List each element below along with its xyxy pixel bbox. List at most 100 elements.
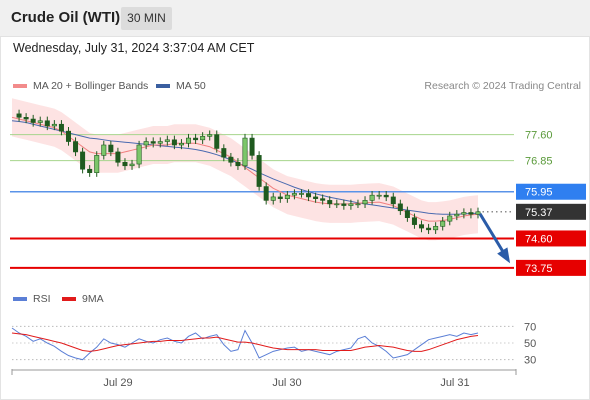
level-label-75.95: 75.95 (525, 187, 553, 199)
candle-up (101, 144, 107, 156)
candle-down (30, 118, 36, 123)
candle-down (235, 162, 241, 167)
candle-down (23, 117, 29, 120)
candle-up (440, 220, 446, 227)
ma50-label: MA 50 (176, 80, 206, 92)
legend-9ma: 9MA (62, 293, 104, 305)
candle-up (143, 141, 149, 146)
candle-down (249, 137, 255, 156)
candle-down (171, 139, 177, 146)
candle-up (362, 200, 368, 205)
candle-up (376, 194, 382, 197)
rsi-9ma-line (11, 332, 479, 352)
candle-up (164, 139, 170, 142)
level-tag-74.60 (516, 230, 586, 247)
candle-down (115, 151, 121, 163)
copyright-text: Research © 2024 Trading Central (424, 80, 581, 92)
candle-up (200, 136, 206, 141)
candle-down (58, 123, 64, 132)
rsi-label: RSI (33, 293, 51, 305)
candle-down (306, 193, 312, 198)
x-tick-label: Jul 31 (440, 377, 469, 389)
candle-down (65, 130, 71, 142)
candle-down (214, 134, 220, 149)
candle-down (122, 162, 128, 167)
ma50-swatch (156, 84, 170, 88)
level-tag-75.37 (516, 203, 586, 220)
candle-up (433, 226, 439, 231)
level-label-75.37: 75.37 (525, 207, 553, 219)
candle-down (221, 148, 227, 158)
candle-up (186, 137, 192, 144)
level-label-77.60: 77.60 (525, 130, 553, 142)
candle-up (461, 212, 467, 215)
rsi-swatch (13, 297, 27, 301)
candle-up (334, 203, 340, 206)
candle-down (341, 203, 347, 206)
level-tag-73.75 (516, 259, 586, 276)
candle-up (284, 194, 290, 199)
candle-up (447, 215, 453, 222)
candle-down (256, 155, 262, 187)
candle-up (355, 203, 361, 206)
candle-down (390, 196, 396, 205)
candle-down (228, 156, 234, 163)
legend-rsi: RSI (13, 293, 51, 305)
candle-up (94, 155, 100, 173)
candle-down (108, 144, 114, 153)
rsi-tick-50: 50 (524, 338, 536, 350)
candle-up (454, 213, 460, 217)
candle-down (404, 210, 410, 218)
candle-down (397, 203, 403, 212)
level-label-73.75: 73.75 (525, 263, 553, 275)
ma20-swatch (13, 84, 27, 88)
candle-up (348, 203, 354, 206)
candle-up (475, 211, 481, 215)
candle-down (277, 196, 283, 199)
candle-up (270, 196, 276, 201)
candle-down (150, 141, 156, 144)
candle-up (178, 142, 184, 146)
level-tag-75.95 (516, 183, 586, 200)
candle-down (468, 212, 474, 215)
rsi-tick-30: 30 (524, 355, 536, 367)
candle-down (87, 168, 93, 173)
candle-up (291, 193, 297, 196)
level-label-76.85: 76.85 (525, 156, 553, 168)
candle-down (419, 224, 425, 229)
chart-header: Crude Oil (WTI) 30 MIN (0, 0, 590, 37)
candle-down (193, 137, 199, 141)
candle-up (242, 137, 248, 167)
candle-down (320, 198, 326, 201)
timestamp: Wednesday, July 31, 2024 3:37:04 AM CET (13, 41, 255, 55)
candle-up (207, 134, 213, 137)
x-tick-label: Jul 30 (272, 377, 301, 389)
candle-down (44, 120, 50, 127)
candle-up (157, 141, 163, 144)
legend-ma50: MA 50 (156, 80, 206, 92)
candle-up (129, 163, 135, 167)
x-tick-label: Jul 29 (103, 377, 132, 389)
candle-up (369, 194, 375, 201)
rsi-tick-70: 70 (524, 321, 536, 333)
candle-up (51, 123, 57, 127)
candle-down (327, 200, 333, 205)
candle-down (263, 186, 269, 201)
ma20-label: MA 20 + Bollinger Bands (33, 80, 149, 92)
candle-down (16, 113, 22, 118)
9ma-label: 9MA (82, 293, 104, 305)
candle-down (80, 151, 86, 170)
candle-down (313, 196, 319, 199)
candle-down (426, 227, 432, 231)
level-label-74.60: 74.60 (525, 233, 553, 245)
legend-ma20: MA 20 + Bollinger Bands (13, 80, 148, 92)
forecast-arrow-head (497, 247, 511, 264)
candle-down (383, 194, 389, 198)
candle-up (136, 144, 142, 165)
rsi-line (11, 327, 479, 361)
instrument-title: Crude Oil (WTI) (11, 9, 121, 26)
candle-up (37, 120, 43, 123)
candle-down (411, 217, 417, 225)
timeframe-button[interactable]: 30 MIN (121, 7, 172, 30)
